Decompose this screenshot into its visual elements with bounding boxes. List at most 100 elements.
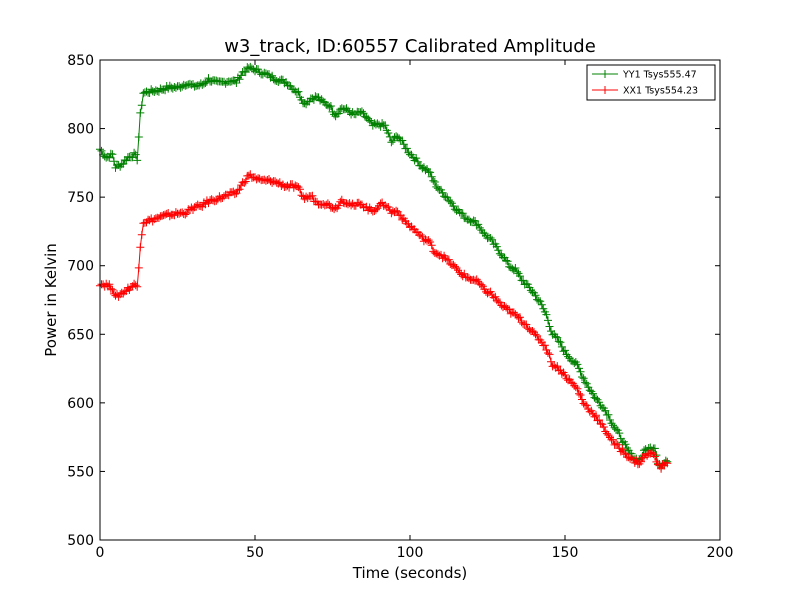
y-tick-label: 750 — [67, 190, 94, 206]
data-point — [635, 459, 644, 468]
data-point — [444, 255, 453, 264]
data-point — [573, 360, 582, 369]
x-tick-label: 0 — [96, 545, 105, 561]
y-tick-label: 700 — [67, 259, 94, 275]
data-point — [522, 320, 531, 329]
y-tick-label: 850 — [67, 53, 94, 69]
data-point — [556, 338, 565, 347]
data-point — [576, 367, 585, 376]
data-point — [446, 197, 455, 206]
data-point — [547, 357, 555, 366]
data-point — [576, 391, 585, 399]
data-point — [544, 316, 552, 325]
data-point — [235, 185, 244, 194]
data-point — [364, 114, 373, 123]
data-point — [545, 322, 554, 331]
data-point — [241, 177, 250, 186]
data-point — [97, 146, 106, 155]
data-point — [615, 429, 624, 438]
data-point — [292, 88, 301, 97]
data-point — [357, 107, 366, 116]
data-point — [573, 384, 582, 393]
data-point — [486, 234, 495, 242]
x-axis-label: Time (seconds) — [352, 564, 468, 582]
data-point — [491, 292, 500, 301]
data-point — [395, 134, 404, 143]
data-point — [619, 448, 628, 457]
data-point — [658, 460, 667, 469]
data-point — [596, 419, 605, 428]
chart-title: w3_track, ID:60557 Calibrated Amplitude — [224, 36, 596, 57]
data-point — [618, 445, 627, 454]
data-point — [325, 103, 334, 112]
data-point — [334, 109, 343, 118]
data-point — [381, 121, 390, 130]
data-point — [429, 176, 438, 185]
data-point — [218, 194, 227, 202]
data-point — [561, 346, 569, 355]
data-point — [647, 448, 656, 457]
data-point — [612, 425, 621, 434]
data-point — [187, 80, 196, 89]
data-point — [604, 410, 613, 419]
data-point — [612, 439, 621, 448]
x-axis: 0 50 100 150 200 — [96, 60, 733, 561]
data-point — [554, 337, 563, 346]
series-0 — [96, 62, 672, 472]
data-point — [509, 308, 518, 317]
data-point — [514, 313, 523, 322]
data-point — [613, 440, 622, 449]
data-point — [323, 199, 332, 208]
data-point — [254, 65, 263, 74]
data-point — [334, 201, 343, 210]
data-point — [579, 374, 588, 383]
data-point — [661, 458, 670, 467]
data-point — [427, 241, 436, 250]
data-point — [545, 350, 554, 359]
legend-marker-yy1 — [601, 70, 609, 78]
data-point — [426, 238, 435, 246]
data-point — [134, 263, 143, 272]
data-point — [599, 423, 608, 431]
data-point — [255, 174, 264, 183]
legend: YY1 Tsys555.47 XX1 Tsys554.23 — [586, 64, 716, 101]
data-point — [233, 186, 242, 195]
data-point — [181, 210, 190, 219]
series-layer — [96, 62, 672, 473]
data-point — [441, 254, 450, 263]
data-point — [201, 79, 210, 87]
data-point — [156, 84, 165, 93]
legend-label-yy1: YY1 Tsys555.47 — [622, 70, 697, 81]
data-point — [511, 264, 520, 272]
data-point — [359, 109, 368, 118]
data-point — [544, 349, 552, 357]
data-point — [516, 313, 524, 322]
data-point — [365, 116, 374, 125]
y-tick-label: 600 — [67, 396, 94, 412]
data-point — [450, 262, 459, 271]
data-point — [513, 267, 521, 276]
data-point — [430, 178, 439, 186]
data-point — [294, 183, 303, 192]
data-point — [474, 220, 483, 229]
data-point — [240, 179, 249, 187]
data-point — [601, 406, 610, 415]
data-point — [537, 300, 546, 309]
data-point — [606, 416, 614, 424]
data-point — [663, 459, 672, 468]
series-1 — [96, 170, 672, 473]
data-point — [130, 148, 139, 157]
data-point — [399, 140, 408, 149]
y-axis-label: Power in Kelvin — [42, 243, 60, 357]
data-point — [588, 389, 597, 398]
data-point — [131, 281, 140, 290]
data-point — [412, 154, 421, 163]
data-point — [131, 150, 140, 159]
data-point — [533, 331, 542, 340]
legend-marker-xx1 — [601, 86, 609, 94]
data-point — [133, 282, 142, 291]
data-point — [384, 129, 393, 137]
data-point — [398, 136, 407, 145]
y-tick-label: 550 — [67, 464, 94, 480]
data-point — [531, 291, 540, 300]
